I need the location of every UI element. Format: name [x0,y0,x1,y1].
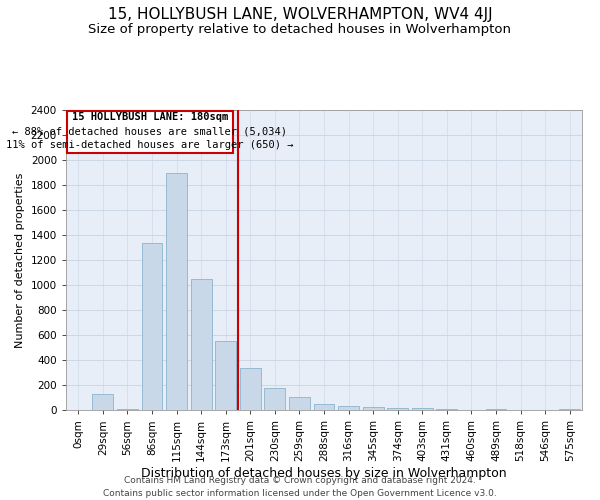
Bar [265,388,286,410]
X-axis label: Distribution of detached houses by size in Wolverhampton: Distribution of detached houses by size … [141,466,507,479]
Bar [412,408,433,410]
FancyBboxPatch shape [67,110,233,153]
Bar [240,368,261,410]
Bar [387,408,408,410]
Bar [166,172,187,410]
Bar [215,341,236,410]
Text: 11% of semi-detached houses are larger (650) →: 11% of semi-detached houses are larger (… [6,140,293,150]
Text: Size of property relative to detached houses in Wolverhampton: Size of property relative to detached ho… [89,22,511,36]
Bar [191,279,212,410]
Bar [142,242,163,410]
Text: 15 HOLLYBUSH LANE: 180sqm: 15 HOLLYBUSH LANE: 180sqm [72,112,228,122]
Bar [117,409,138,410]
Text: Contains HM Land Registry data © Crown copyright and database right 2024.
Contai: Contains HM Land Registry data © Crown c… [103,476,497,498]
Bar [338,406,359,410]
Text: 15, HOLLYBUSH LANE, WOLVERHAMPTON, WV4 4JJ: 15, HOLLYBUSH LANE, WOLVERHAMPTON, WV4 4… [107,8,493,22]
Bar [289,397,310,410]
Bar [485,409,506,410]
Bar [314,404,334,410]
Bar [92,394,113,410]
Text: ← 88% of detached houses are smaller (5,034): ← 88% of detached houses are smaller (5,… [13,126,287,136]
Bar [436,409,457,410]
Y-axis label: Number of detached properties: Number of detached properties [15,172,25,348]
Bar [362,407,383,410]
Bar [559,409,580,410]
